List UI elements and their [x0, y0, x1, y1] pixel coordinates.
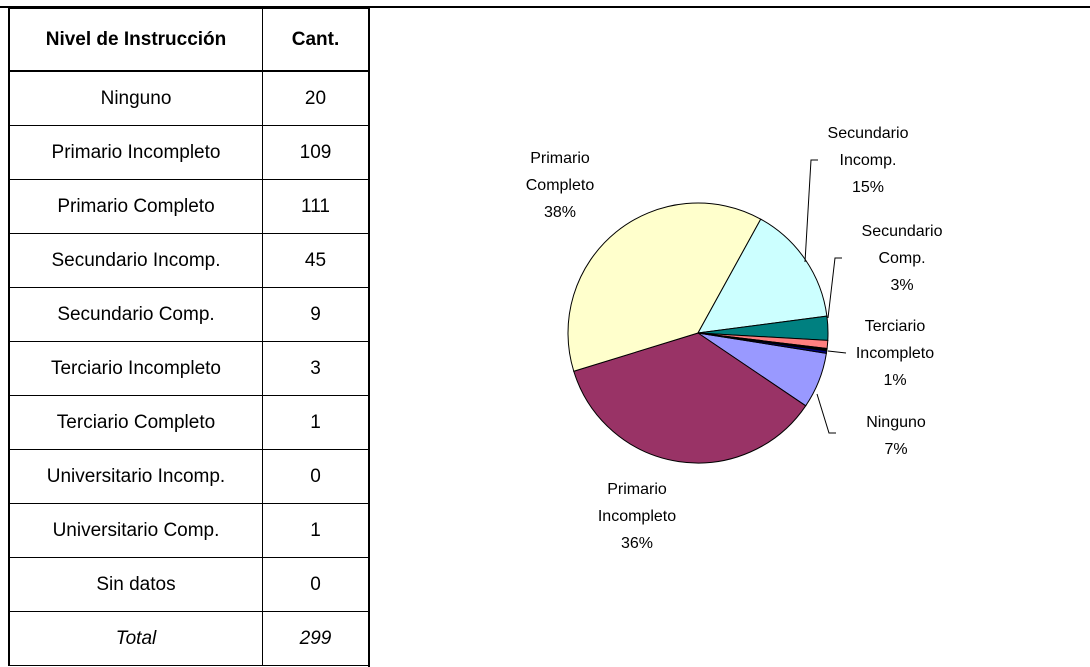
cell: Primario Completo [8, 179, 263, 234]
row: Primario Completo 111 [8, 179, 369, 234]
row: Universitario Comp. 1 [8, 503, 369, 558]
row: Secundario Incomp. 45 [8, 233, 369, 288]
slice-label: Primario Completo 38% [510, 145, 610, 226]
cell: Ninguno [8, 70, 263, 126]
table: Nivel de Instrucción Cant. Ninguno 20 Primar… [8, 8, 369, 666]
row: Terciario Incompleto 3 [8, 341, 369, 396]
cell: 0 [262, 557, 369, 612]
leader-line [827, 257, 842, 319]
cell: 111 [262, 179, 369, 234]
slice-name: Terciario Incompleto [855, 318, 935, 362]
cell: Secundario Incomp. [8, 233, 263, 288]
cell: 109 [262, 125, 369, 180]
slice-name: Secundario Incomp. [827, 125, 909, 169]
cell: 1 [262, 503, 369, 558]
slice-label: Ninguno 7% [846, 409, 946, 463]
cell: 9 [262, 287, 369, 342]
slice-percent: 38% [543, 204, 577, 221]
cell: Sin datos [8, 557, 263, 612]
header-cell: Nivel de Instrucción [8, 8, 263, 72]
slice-percent: 1% [883, 372, 907, 389]
cell: Universitario Incomp. [8, 449, 263, 504]
header-row: Nivel de Instrucción Cant. [8, 8, 369, 72]
cell: 45 [262, 233, 369, 288]
cell: Total [8, 611, 263, 666]
row: Ninguno 20 [8, 70, 369, 126]
cell: Universitario Comp. [8, 503, 263, 558]
row: Universitario Incomp. 0 [8, 449, 369, 504]
slice-percent: 36% [620, 535, 654, 552]
row: Total 299 [8, 611, 369, 666]
slice-name: Secundario Comp. [861, 223, 943, 267]
slice-name: Ninguno [866, 414, 926, 431]
row: Sin datos 0 [8, 557, 369, 612]
row: Terciario Completo 1 [8, 395, 369, 450]
slice [697, 332, 828, 354]
row: Secundario Comp. 9 [8, 287, 369, 342]
cell: 0 [262, 449, 369, 504]
slice [567, 202, 762, 372]
cell: Primario Incompleto [8, 125, 263, 180]
cell: 1 [262, 395, 369, 450]
cell: Terciario Incompleto [8, 341, 263, 396]
slice-percent: 15% [851, 179, 885, 196]
leader-line [816, 393, 836, 434]
cell: 299 [262, 611, 369, 666]
slice-percent: 3% [890, 277, 914, 294]
cell: 3 [262, 341, 369, 396]
slice-label: Primario Incompleto 36% [587, 476, 687, 557]
slice-name: Primario Incompleto [597, 481, 677, 525]
cell: Terciario Completo [8, 395, 263, 450]
slice [573, 332, 807, 464]
slice-label: Secundario Incomp. 15% [818, 120, 918, 201]
slice-percent: 7% [884, 441, 908, 458]
leader-line [827, 350, 847, 354]
row: Primario Incompleto 109 [8, 125, 369, 180]
slice-label: Secundario Comp. 3% [852, 218, 952, 299]
cell: 20 [262, 70, 369, 126]
slice-label: Terciario Incompleto 1% [845, 313, 945, 394]
cell: Secundario Comp. [8, 287, 263, 342]
leader-line [804, 159, 818, 263]
header-cell: Cant. [262, 8, 369, 72]
slice-name: Primario Completo [525, 150, 595, 194]
